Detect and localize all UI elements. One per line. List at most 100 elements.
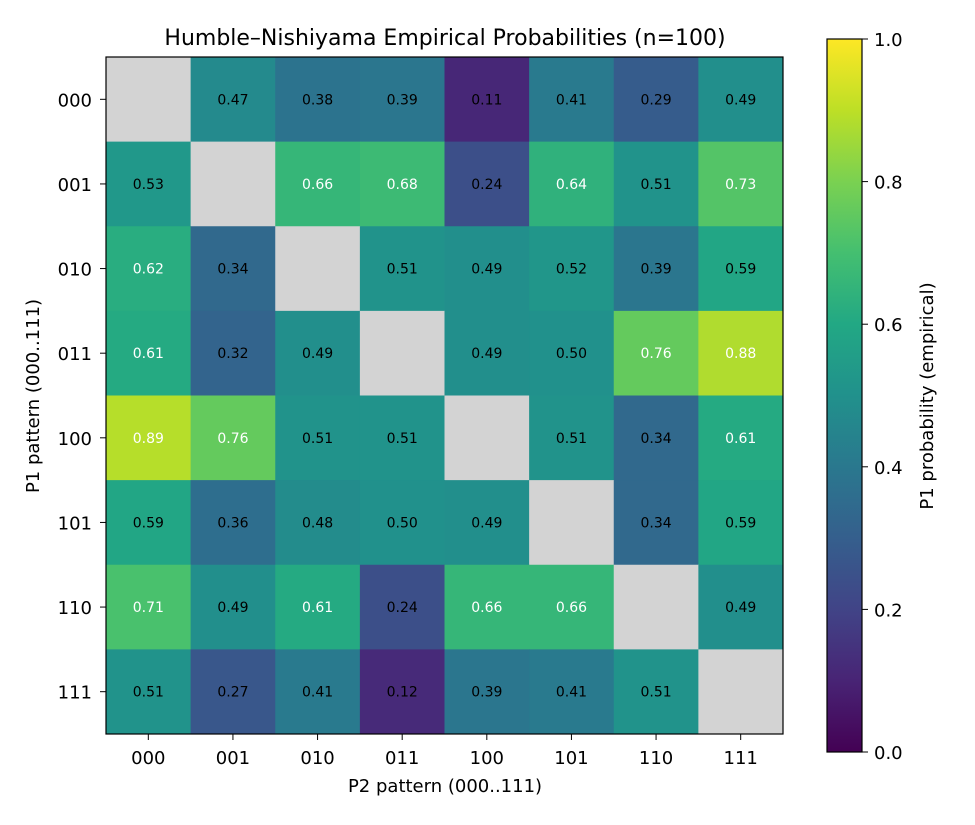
y-axis-ticks: 000 001 010 011 100 101 110 111 (58, 90, 106, 704)
cell-value-label: 0.29 (640, 92, 671, 108)
heatmap-cell (444, 226, 530, 312)
cell-value-label: 0.59 (133, 515, 164, 531)
heatmap-cell (529, 226, 615, 312)
cell-value-label: 0.71 (133, 600, 164, 616)
heatmap-cell (106, 395, 192, 481)
heatmap-cell (275, 649, 361, 735)
heatmap-cell (359, 649, 445, 735)
cell-value-label: 0.51 (302, 431, 333, 447)
cell-value-label: 0.59 (725, 262, 756, 278)
heatmap-cell (613, 480, 699, 566)
heatmap-cell (359, 310, 445, 396)
cell-value-label: 0.34 (217, 262, 248, 278)
heatmap-cell (275, 395, 361, 481)
y-tick-label: 001 (58, 175, 92, 196)
plot-frame (105, 56, 784, 735)
heatmap-cell (613, 57, 699, 143)
cell-value-label: 0.89 (133, 431, 164, 447)
heatmap-cell (359, 564, 445, 650)
x-tick-label: 000 (131, 748, 165, 769)
colorbar-tick-label: 0.4 (874, 458, 903, 479)
cell-value-label: 0.41 (556, 92, 587, 108)
heatmap-cell (613, 310, 699, 396)
heatmap-cell (359, 141, 445, 227)
colorbar-tick-label: 0.6 (874, 315, 903, 336)
heatmap-cell (698, 564, 784, 650)
cell-value-label: 0.24 (471, 177, 502, 193)
cell-value-label: 0.53 (133, 177, 164, 193)
y-tick-label: 011 (58, 344, 92, 365)
cell-value-label: 0.49 (471, 262, 502, 278)
cell-value-label: 0.24 (387, 600, 418, 616)
x-axis-label: P2 pattern (000..111) (348, 776, 542, 797)
cell-value-label: 0.50 (387, 515, 418, 531)
heatmap-cell (529, 564, 615, 650)
cell-value-label: 0.51 (640, 177, 671, 193)
chart-title: Humble–Nishiyama Empirical Probabilities… (164, 26, 725, 51)
heatmap-cell (359, 57, 445, 143)
heatmap-cell (529, 141, 615, 227)
heatmap-cell (106, 649, 192, 735)
colorbar-tick-label: 0.0 (874, 743, 903, 764)
cell-value-label: 0.73 (725, 177, 756, 193)
cell-value-label: 0.76 (217, 431, 248, 447)
heatmap-cell (444, 310, 530, 396)
heatmap-cell (190, 57, 276, 143)
heatmap-cell (529, 649, 615, 735)
heatmap-value-labels: 0.47 0.38 0.39 0.11 0.41 0.29 0.49 0.53 0.66 0.68… (133, 92, 757, 700)
cell-value-label: 0.41 (556, 685, 587, 701)
heatmap-cell (106, 57, 192, 143)
heatmap-cell (698, 649, 784, 735)
heatmap-cell (613, 226, 699, 312)
heatmap-cell (106, 141, 192, 227)
heatmap-cell (275, 57, 361, 143)
heatmap-cell (444, 395, 530, 481)
cell-value-label: 0.39 (471, 685, 502, 701)
cell-value-label: 0.27 (217, 685, 248, 701)
heatmap-cell (190, 649, 276, 735)
heatmap-cell (698, 395, 784, 481)
heatmap-cell (529, 310, 615, 396)
cell-value-label: 0.49 (217, 600, 248, 616)
cell-value-label: 0.51 (133, 685, 164, 701)
cell-value-label: 0.49 (725, 600, 756, 616)
colorbar-tick-label: 1.0 (874, 30, 903, 51)
x-tick-label: 001 (216, 748, 250, 769)
cell-value-label: 0.51 (640, 685, 671, 701)
cell-value-label: 0.51 (387, 262, 418, 278)
x-tick-label: 101 (554, 748, 588, 769)
heatmap-cell (359, 395, 445, 481)
heatmap-cell (359, 480, 445, 566)
heatmap-cell (613, 649, 699, 735)
heatmap-cell (444, 649, 530, 735)
x-tick-label: 011 (385, 748, 419, 769)
cell-value-label: 0.49 (471, 515, 502, 531)
cell-value-label: 0.47 (217, 92, 248, 108)
heatmap-cell (275, 564, 361, 650)
heatmap-cell (698, 57, 784, 143)
cell-value-label: 0.11 (471, 92, 502, 108)
cell-value-label: 0.36 (217, 515, 248, 531)
cell-value-label: 0.49 (302, 346, 333, 362)
colorbar-tick-label: 0.2 (874, 600, 903, 621)
cell-value-label: 0.66 (302, 177, 333, 193)
heatmap-cell (106, 226, 192, 312)
heatmap-cell (359, 226, 445, 312)
cell-value-label: 0.39 (640, 262, 671, 278)
cell-value-label: 0.76 (640, 346, 671, 362)
heatmap-cell (613, 564, 699, 650)
heatmap-cell (106, 564, 192, 650)
heatmap-cells (106, 57, 784, 735)
cell-value-label: 0.38 (302, 92, 333, 108)
heatmap-cell (106, 480, 192, 566)
heatmap-cell (275, 226, 361, 312)
colorbar (826, 38, 863, 753)
colorbar-label: P1 probability (empirical) (917, 282, 938, 509)
heatmap-cell (613, 395, 699, 481)
heatmap-cell (275, 480, 361, 566)
heatmap-cell (106, 310, 192, 396)
cell-value-label: 0.12 (387, 685, 418, 701)
heatmap-cell (698, 141, 784, 227)
cell-value-label: 0.61 (302, 600, 333, 616)
heatmap-cell (190, 141, 276, 227)
